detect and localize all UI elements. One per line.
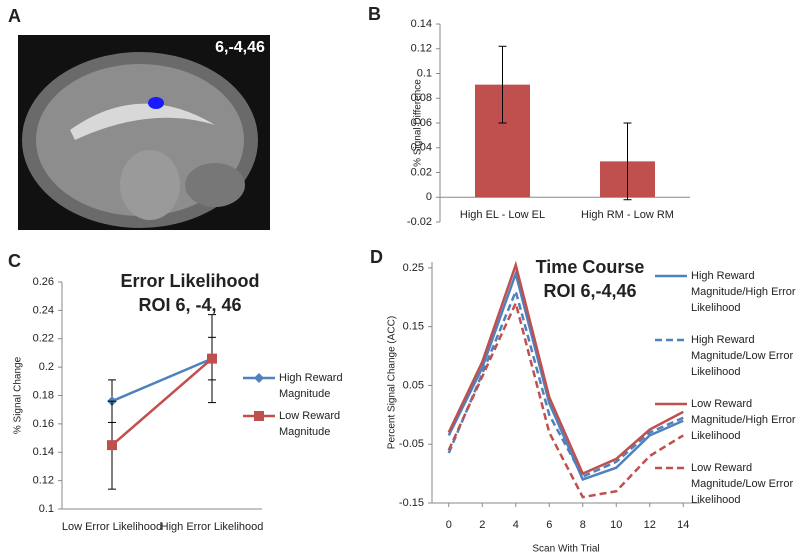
- y-tick-label: 0.22: [33, 333, 54, 345]
- y-tick-label: 0: [426, 191, 432, 203]
- y-tick-label: -0.15: [399, 497, 424, 509]
- y-tick-label: 0.04: [411, 142, 432, 154]
- image-annotation: 6,-4,46: [215, 39, 265, 56]
- roi-blob: [148, 97, 164, 109]
- legend-marker: [254, 373, 264, 383]
- legend-label: High Reward Magnitude: [279, 372, 343, 400]
- series-line: [447, 260, 684, 476]
- legend-item: High Reward Magnitude/High Error Likelih…: [691, 270, 796, 314]
- y-tick-label: 0.12: [33, 475, 54, 487]
- legend-item: Low Reward Magnitude/High Error Likeliho…: [691, 398, 796, 442]
- x-tick-label: 10: [610, 519, 622, 531]
- x-axis-label: Scan With Trial: [532, 544, 599, 555]
- series-line: [447, 269, 684, 482]
- chart-subtitle: ROI 6,-4,46: [543, 281, 636, 301]
- y-tick-label: 0.2: [39, 361, 54, 373]
- x-tick-label: 14: [677, 519, 689, 531]
- legend-label: Low Reward Magnitude/High Error Likeliho…: [691, 398, 796, 442]
- y-tick-label: 0.15: [403, 321, 424, 333]
- legend-item: High Reward Magnitude/Low Error Likeliho…: [691, 334, 794, 378]
- y-tick-label: 0.25: [403, 262, 424, 274]
- x-tick-label: 4: [513, 519, 519, 531]
- x-tick-label: 12: [644, 519, 656, 531]
- x-tick-label: High Error Likelihood: [161, 521, 264, 533]
- legend-label: Low Reward Magnitude/Low Error Likelihoo…: [691, 462, 794, 506]
- y-axis-label: % Signal Change: [13, 356, 24, 434]
- y-tick-label: 0.24: [33, 304, 54, 316]
- y-tick-label: 0.16: [33, 418, 54, 430]
- x-tick-label: High RM - Low RM: [581, 209, 674, 221]
- cerebellum: [185, 163, 245, 207]
- series-line: [447, 299, 684, 499]
- legend-item: Low Reward Magnitude/Low Error Likelihoo…: [691, 462, 794, 506]
- y-tick-label: 0.18: [33, 389, 54, 401]
- corpus-callosum: [70, 103, 215, 140]
- y-tick-label: 0.1: [417, 67, 432, 79]
- panel-letter: B: [368, 4, 381, 24]
- y-tick-label: 0.06: [411, 117, 432, 129]
- legend-label: High Reward Magnitude/Low Error Likeliho…: [691, 334, 794, 378]
- legend-marker: [254, 411, 264, 421]
- legend-label: Low Reward Magnitude: [279, 410, 341, 438]
- x-tick-label: 2: [479, 519, 485, 531]
- x-tick-label: 6: [546, 519, 552, 531]
- x-tick-label: Low Error Likelihood: [62, 521, 162, 533]
- legend-label: High Reward Magnitude/High Error Likelih…: [691, 270, 796, 314]
- y-axis-label: Percent Signal Change (ACC): [387, 316, 398, 449]
- x-tick-label: 0: [446, 519, 452, 531]
- marker: [207, 353, 217, 364]
- y-tick-label: 0.08: [411, 92, 432, 104]
- y-tick-label: 0.12: [411, 43, 432, 55]
- legend-item: High Reward Magnitude: [279, 372, 343, 400]
- brain-image: [18, 35, 270, 230]
- chart-title: Error Likelihood: [120, 271, 259, 291]
- series-line: [111, 357, 213, 403]
- y-tick-label: 0.1: [39, 503, 54, 515]
- y-tick-label: 0.14: [411, 18, 432, 30]
- y-axis-label: % Signal Difference: [413, 79, 424, 167]
- series-line: [447, 287, 684, 479]
- x-tick-label: 8: [580, 519, 586, 531]
- y-tick-label: -0.02: [407, 216, 432, 228]
- brainstem: [120, 150, 180, 220]
- panel-letter: A: [8, 6, 21, 26]
- chart-subtitle: ROI 6, -4, 46: [138, 295, 241, 315]
- marker: [107, 440, 117, 451]
- y-tick-label: 0.14: [33, 446, 54, 458]
- y-tick-label: -0.05: [399, 438, 424, 450]
- chart-title: Time Course: [536, 257, 645, 277]
- series-line: [111, 357, 213, 447]
- y-tick-label: 0.02: [411, 166, 432, 178]
- y-tick-label: 0.26: [33, 276, 54, 288]
- legend-item: Low Reward Magnitude: [279, 410, 341, 438]
- panel-letter: D: [370, 247, 383, 267]
- panel-letter: C: [8, 251, 21, 271]
- y-tick-label: 0.05: [403, 379, 424, 391]
- x-tick-label: High EL - Low EL: [460, 209, 545, 221]
